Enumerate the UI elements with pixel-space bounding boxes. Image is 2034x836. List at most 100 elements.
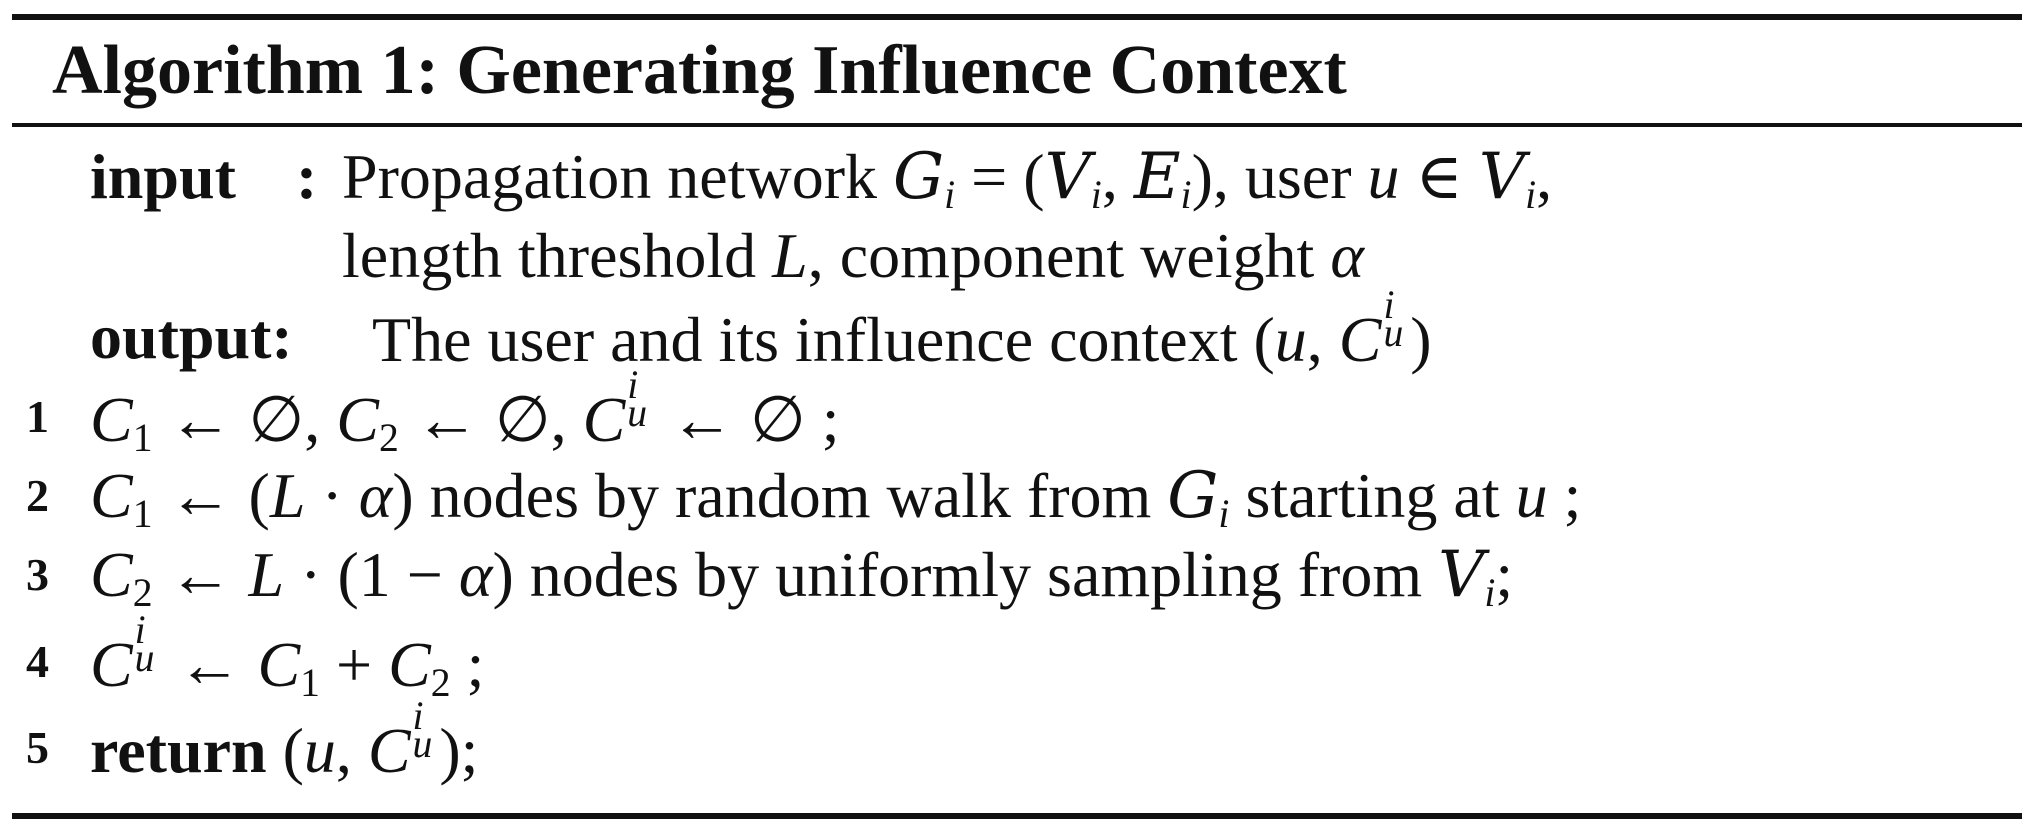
alpha-symbol: α — [1330, 220, 1364, 291]
graph-subscript: i — [944, 172, 956, 217]
context-superscript: i — [627, 362, 639, 407]
vertex-set-symbol: V — [1438, 538, 1485, 612]
comma-end: , — [1536, 141, 1553, 212]
step-3-code: C2 ← L · (1 − α) nodes by uniformly samp… — [90, 535, 1513, 615]
element-of: ∈ — [1415, 141, 1463, 212]
plus-sign: + — [336, 629, 373, 700]
graph-subscript: i — [1218, 491, 1230, 536]
assign-arrow: ← — [168, 460, 233, 531]
edge-set-symbol: E — [1133, 140, 1181, 214]
equals-open: = ( — [971, 141, 1045, 212]
uniform-sampling-text: nodes by uniformly sampling from — [529, 539, 1423, 610]
context-subscript: u — [134, 635, 155, 680]
alpha-symbol: α — [358, 460, 393, 531]
alpha-symbol: α — [458, 539, 493, 610]
paren-open: ( — [1253, 304, 1275, 375]
c1-subscript: 1 — [132, 415, 153, 460]
vertex-set-symbol: V — [1044, 140, 1091, 214]
line-number: 1 — [26, 391, 49, 442]
multiply-dot: · — [321, 460, 343, 531]
output-body: The user and its influence context (u, C… — [372, 282, 1432, 375]
statement-end: ; — [1563, 460, 1582, 531]
step-2: 2 C1 ← (L · α) nodes by random walk from… — [0, 456, 2034, 536]
c1-symbol: C — [90, 384, 133, 455]
graph-symbol: G — [1167, 459, 1219, 533]
empty-set-2: ∅ — [494, 384, 551, 455]
paren-open: ( — [248, 460, 270, 531]
context-subscript: u — [412, 721, 433, 766]
multiply-dot: · — [300, 539, 322, 610]
paren-open: (1 − — [337, 539, 443, 610]
c2-symbol: C — [336, 384, 379, 455]
empty-set: ∅ — [248, 384, 305, 455]
line-number: 5 — [26, 722, 49, 773]
vertex-set-symbol-2: V — [1478, 140, 1526, 214]
edge-subscript: i — [1180, 172, 1192, 217]
context-subscript: u — [627, 390, 648, 435]
user-symbol: u — [1274, 304, 1307, 375]
bottom-rule — [12, 813, 2022, 819]
separator-2: , — [550, 384, 567, 455]
comma: , — [335, 715, 352, 786]
paren-close: ) — [1410, 304, 1432, 375]
starting-at-text: starting at — [1245, 460, 1500, 531]
return-keyword: return — [90, 715, 267, 786]
input-label: input — [90, 141, 236, 212]
c1-symbol: C — [90, 460, 133, 531]
assign-arrow-2: ← — [414, 384, 479, 455]
c2-subscript: 2 — [132, 570, 153, 615]
c2-subscript: 2 — [430, 660, 451, 705]
c1-subscript: 1 — [132, 491, 153, 536]
context-subscript: u — [1383, 310, 1404, 355]
vertex-subscript: i — [1090, 172, 1102, 217]
length-symbol: L — [772, 220, 808, 291]
comma: , — [1101, 141, 1118, 212]
c2-subscript: 2 — [378, 415, 399, 460]
paren-close: ) — [492, 539, 514, 610]
header-rule — [12, 123, 2022, 127]
graph-symbol: G — [893, 140, 945, 214]
assign-arrow: ← — [168, 539, 233, 610]
assign-arrow: ← — [168, 384, 233, 455]
paren-close: ) — [392, 460, 414, 531]
separator: , — [304, 384, 321, 455]
length-symbol: L — [248, 539, 285, 610]
close-user: ), user — [1191, 141, 1352, 212]
step-2-code: C1 ← (L · α) nodes by random walk from G… — [90, 456, 1581, 536]
random-walk-text: nodes by random walk from — [429, 460, 1152, 531]
output-text: The user and its influence context — [372, 304, 1238, 375]
input-colon: : — [296, 141, 318, 212]
context-symbol: C — [367, 715, 411, 786]
input-text: Propagation network — [342, 141, 877, 212]
top-rule — [12, 14, 2022, 20]
context-symbol: C — [1338, 304, 1382, 375]
statement-end: ; — [1495, 539, 1514, 610]
paren-open: ( — [282, 715, 304, 786]
empty-set-3: ∅ — [750, 384, 806, 455]
length-symbol: L — [269, 460, 306, 531]
c2-symbol: C — [388, 629, 431, 700]
context-superscript: i — [412, 693, 424, 738]
context-superscript: i — [1383, 282, 1395, 327]
assign-arrow: ← — [177, 629, 242, 700]
assign-arrow-3: ← — [670, 384, 735, 455]
context-symbol: C — [582, 384, 626, 455]
line-number: 4 — [26, 636, 49, 687]
user-symbol: u — [303, 715, 336, 786]
c1-subscript: 1 — [300, 660, 321, 705]
context-superscript: i — [134, 607, 146, 652]
input-line-1: Propagation network Gi = (Vi, Ei), user … — [342, 137, 1552, 217]
statement-end: ; — [466, 629, 485, 700]
output-row: output: The user and its influence conte… — [0, 282, 2034, 377]
output-label: output: — [90, 301, 293, 372]
line-number: 2 — [26, 470, 49, 521]
